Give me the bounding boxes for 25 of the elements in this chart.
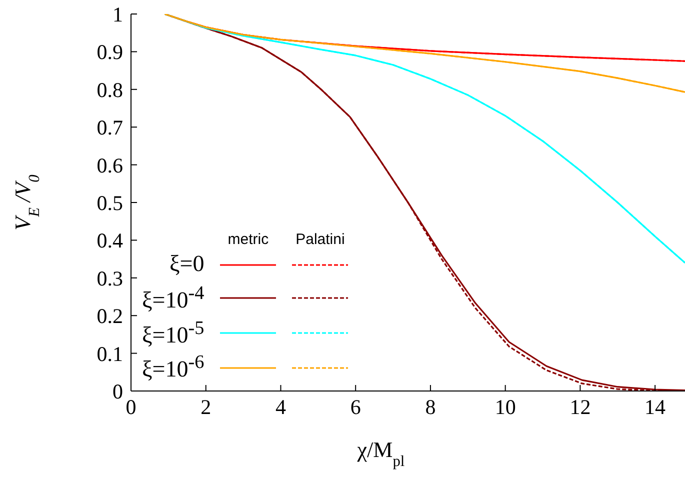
y-tick-label: 0 <box>112 379 123 404</box>
x-tick-label: 6 <box>350 394 361 419</box>
legend-label: ξ=10$^{-6}$ <box>141 351 206 384</box>
y-tick-label: 0.8 <box>96 78 123 102</box>
x-axis-title: χ/M$_{pl}$ <box>356 437 405 470</box>
y-tick-label: 0.4 <box>96 228 124 253</box>
y-tick-label: 1 <box>112 2 123 26</box>
y-tick-label: 0.6 <box>96 153 123 178</box>
x-tick-label: 14 <box>644 394 666 419</box>
y-tick-label: 0.2 <box>96 304 123 328</box>
x-tick-label: 8 <box>425 394 436 419</box>
legend-label: ξ=10$^{-5}$ <box>141 316 206 350</box>
legend-label: ξ=0 <box>168 250 206 278</box>
y-tick-label: 0.1 <box>96 342 123 366</box>
y-tick-label: 0.3 <box>96 266 123 290</box>
legend-label: ξ=10$^{-4}$ <box>141 282 206 315</box>
y-tick-label: 0.5 <box>96 190 123 215</box>
y-tick-label: 0.9 <box>96 40 123 64</box>
x-tick-label: 2 <box>200 394 212 419</box>
x-tick-label: 10 <box>494 394 516 419</box>
y-tick-label: 0.7 <box>96 116 123 140</box>
x-tick-label: 12 <box>570 394 591 419</box>
x-tick-label: 4 <box>275 394 286 419</box>
annotation: metric <box>226 231 270 248</box>
annotation: Palatini <box>294 231 346 248</box>
